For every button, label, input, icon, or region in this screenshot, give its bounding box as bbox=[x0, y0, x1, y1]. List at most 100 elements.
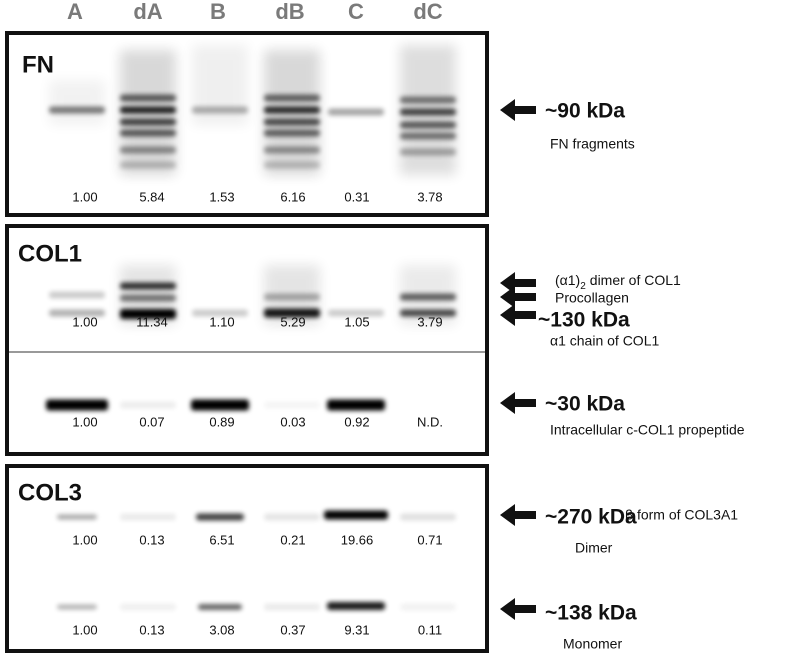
band bbox=[400, 309, 456, 317]
band bbox=[49, 309, 105, 317]
marker-label: Procollagen bbox=[555, 290, 629, 306]
lane-label: dB bbox=[275, 0, 304, 24]
label-subscript: 2 bbox=[580, 281, 586, 292]
quant-value: 0.11 bbox=[418, 622, 442, 637]
band bbox=[328, 108, 384, 116]
band bbox=[327, 399, 385, 411]
panel-title: FN bbox=[22, 51, 54, 78]
quant-value: 0.89 bbox=[209, 414, 234, 429]
band bbox=[400, 513, 456, 521]
marker-note: Dimer bbox=[575, 540, 613, 556]
band bbox=[264, 161, 320, 169]
quant-value: 9.31 bbox=[344, 622, 369, 637]
band bbox=[198, 604, 242, 610]
quant-value: 1.10 bbox=[209, 314, 234, 329]
band bbox=[264, 513, 320, 521]
band bbox=[264, 308, 320, 318]
marker-label: ~130 kDa bbox=[538, 309, 630, 332]
band bbox=[120, 603, 176, 611]
panel-title: COL1 bbox=[18, 240, 82, 267]
band bbox=[120, 294, 176, 302]
band bbox=[57, 514, 97, 520]
marker-label: ~90 kDa bbox=[545, 100, 625, 123]
arrow bbox=[500, 286, 536, 308]
label-part: (α1) bbox=[555, 272, 580, 288]
band bbox=[120, 282, 176, 290]
quant-value: 5.29 bbox=[280, 314, 305, 329]
quant-value: 1.53 bbox=[209, 189, 234, 204]
quant-value: 6.51 bbox=[209, 532, 234, 547]
marker-note: FN fragments bbox=[550, 136, 635, 152]
arrow bbox=[500, 99, 536, 121]
band bbox=[46, 399, 108, 411]
band bbox=[120, 401, 176, 409]
band bbox=[57, 604, 97, 610]
quant-value: 0.37 bbox=[280, 622, 305, 637]
quant-value: 0.13 bbox=[139, 622, 164, 637]
band bbox=[264, 146, 320, 154]
band bbox=[400, 96, 456, 104]
marker-label: (α1)2 dimer of COL1 bbox=[555, 272, 681, 292]
band bbox=[328, 309, 384, 317]
smear bbox=[49, 80, 105, 125]
band bbox=[191, 399, 249, 411]
quant-value: 1.00 bbox=[72, 314, 97, 329]
quant-value: 1.00 bbox=[72, 532, 97, 547]
panel-frame bbox=[5, 224, 489, 456]
band bbox=[264, 603, 320, 611]
quant-value: 3.08 bbox=[209, 622, 234, 637]
band bbox=[192, 106, 248, 114]
band bbox=[400, 108, 456, 116]
band bbox=[120, 146, 176, 154]
panel-frame bbox=[5, 31, 489, 217]
band bbox=[120, 118, 176, 126]
quant-value: 0.31 bbox=[344, 189, 369, 204]
quant-value: 3.78 bbox=[417, 189, 442, 204]
band bbox=[400, 121, 456, 129]
quant-value: 0.92 bbox=[344, 414, 369, 429]
quant-value: N.D. bbox=[417, 414, 443, 429]
band bbox=[120, 94, 176, 102]
quant-value: 19.66 bbox=[341, 532, 374, 547]
label-part: dimer of COL1 bbox=[590, 272, 681, 288]
marker-note: Monomer bbox=[563, 636, 622, 652]
band bbox=[196, 513, 244, 521]
band bbox=[400, 132, 456, 140]
band bbox=[49, 291, 105, 299]
quant-value: 0.13 bbox=[139, 532, 164, 547]
marker-note: α1 chain of COL1 bbox=[550, 333, 659, 349]
band bbox=[264, 129, 320, 137]
lane-label: C bbox=[348, 0, 364, 24]
quant-value: 5.84 bbox=[139, 189, 164, 204]
arrow bbox=[500, 504, 536, 526]
marker-note: Intracellular c-COL1 propeptide bbox=[550, 422, 745, 438]
arrow bbox=[500, 272, 536, 294]
band bbox=[264, 293, 320, 301]
band bbox=[264, 106, 320, 114]
lane-label: B bbox=[210, 0, 226, 24]
quant-value: 1.00 bbox=[72, 189, 97, 204]
band bbox=[264, 94, 320, 102]
band bbox=[120, 309, 176, 319]
quant-value: 0.03 bbox=[280, 414, 305, 429]
band bbox=[120, 513, 176, 521]
quant-value: 6.16 bbox=[280, 189, 305, 204]
band bbox=[327, 602, 385, 610]
marker-form: β form of COL3A1 bbox=[625, 507, 738, 523]
band bbox=[49, 106, 105, 114]
band bbox=[324, 510, 388, 520]
arrow bbox=[500, 304, 536, 326]
arrow bbox=[500, 392, 536, 414]
band bbox=[400, 293, 456, 301]
quant-value: 3.79 bbox=[417, 314, 442, 329]
band bbox=[192, 309, 248, 317]
marker-label: ~138 kDa bbox=[545, 602, 637, 625]
quant-value: 0.71 bbox=[417, 532, 442, 547]
panel-frame bbox=[5, 464, 489, 653]
band bbox=[400, 603, 456, 611]
band bbox=[120, 106, 176, 114]
lane-label: dA bbox=[133, 0, 162, 24]
marker-label: ~30 kDa bbox=[545, 393, 625, 416]
band bbox=[400, 148, 456, 156]
